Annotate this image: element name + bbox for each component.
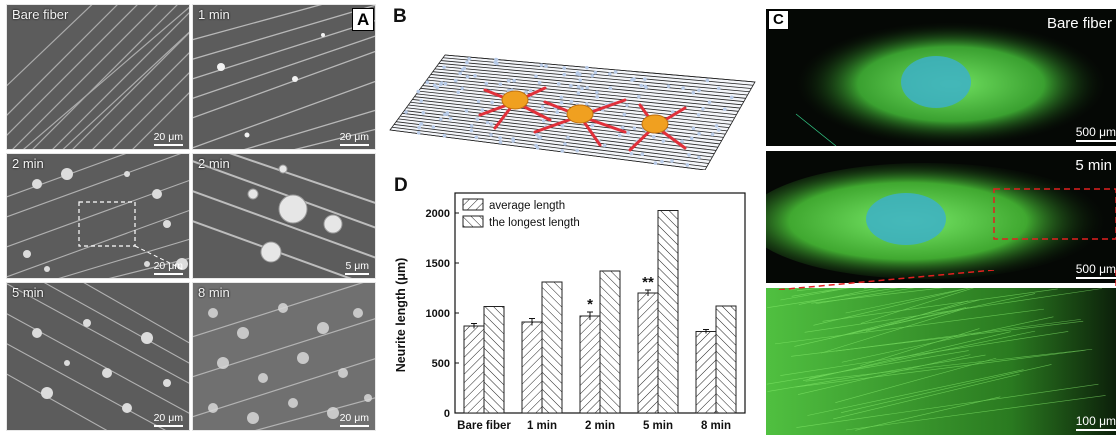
sem-label: Bare fiber: [12, 7, 69, 22]
sem-label: 2 min: [198, 156, 230, 171]
x-tick-label: 8 min: [701, 420, 731, 432]
fluo-label: 5 min: [1075, 157, 1112, 174]
bar-longest: [657, 210, 679, 414]
panel-letter-b: B: [393, 6, 407, 27]
sem-label: 5 min: [12, 285, 44, 300]
scale-text: 20 μm: [153, 260, 183, 272]
scale-text: 20 μm: [153, 131, 183, 143]
sem-label: 2 min: [12, 156, 44, 171]
sem-image-2-min: 2 min 20 μm: [6, 153, 190, 279]
bar-longest: [483, 306, 505, 414]
y-axis-label: Neurite length (μm): [394, 258, 408, 373]
scale-bar: 20 μm: [153, 412, 183, 427]
cell-fluorescence: [795, 22, 1106, 146]
sem-label: 1 min: [198, 7, 230, 22]
sem-image-bare-fiber: Bare fiber 20 μm: [6, 4, 190, 150]
bar-average: [695, 331, 717, 414]
scale-bar: 20 μm: [339, 131, 369, 146]
y-tick-label: 2000: [426, 208, 450, 220]
scale-bar: 100 μm: [1075, 414, 1116, 431]
sem-image-5-min: 5 min 20 μm: [6, 282, 190, 431]
x-tick-label: 5 min: [643, 420, 673, 432]
scale-text: 20 μm: [339, 412, 369, 424]
legend-entry: average length: [489, 200, 565, 212]
panel-letter-d: D: [394, 175, 408, 196]
fiber-texture: [7, 154, 189, 278]
scale-bar: 20 μm: [153, 131, 183, 146]
scale-text: 500 μm: [1075, 125, 1116, 139]
scale-bar: 5 μm: [345, 260, 369, 275]
y-tick-label: 1500: [426, 258, 450, 270]
scale-text: 500 μm: [1075, 262, 1116, 276]
x-tick-label: 2 min: [585, 420, 615, 432]
bar-average: [637, 292, 659, 414]
sem-image-1-min: 1 min 20 μm: [192, 4, 376, 150]
x-tick-label: Bare fiber: [457, 420, 511, 432]
bar-longest: [599, 270, 621, 414]
fluo-image-zoom: 100 μm: [766, 288, 1116, 435]
fiber-texture: [193, 154, 375, 278]
x-tick-label: 1 min: [527, 420, 557, 432]
legend-entry: the longest length: [489, 217, 580, 229]
schematic-illustration: [389, 54, 756, 170]
scale-text: 100 μm: [1075, 414, 1116, 428]
fiber-texture: [193, 5, 375, 149]
zoom-connector-lines: [775, 270, 1116, 290]
scale-bar: 500 μm: [1075, 125, 1116, 142]
fiber-texture: [7, 5, 189, 149]
panel-letter-c: C: [768, 10, 789, 30]
sem-label: 8 min: [198, 285, 230, 300]
scale-text: 20 μm: [339, 131, 369, 143]
fluo-label: Bare fiber: [1046, 15, 1112, 32]
significance-marker: *: [587, 296, 593, 313]
y-tick-label: 500: [432, 358, 450, 370]
y-tick-label: 1000: [426, 308, 450, 320]
scale-bar: 500 μm: [1075, 262, 1116, 279]
y-tick-label: 0: [444, 408, 450, 420]
scale-text: 5 μm: [345, 260, 369, 272]
panel-letter-a: A: [352, 8, 375, 31]
legend-swatch: [462, 215, 484, 228]
cell-fluorescence: [766, 163, 1116, 279]
sem-image-8-min: 8 min 20 μm: [192, 282, 376, 431]
bar-longest: [715, 305, 737, 414]
bar-average: [521, 321, 543, 414]
legend-swatch: [462, 198, 484, 211]
scale-bar: 20 μm: [153, 260, 183, 275]
bar-average: [463, 325, 485, 414]
scale-text: 20 μm: [153, 412, 183, 424]
sem-image-2-min-zoom: 2 min 5 μm: [192, 153, 376, 279]
scale-bar: 20 μm: [339, 412, 369, 427]
significance-marker: **: [642, 274, 654, 291]
fluo-image-bare-fiber: Bare fiber 500 μm: [766, 9, 1116, 146]
cell-fluorescence: [766, 288, 1116, 435]
fluo-image-5-min: 5 min 500 μm: [766, 151, 1116, 283]
bar-longest: [541, 281, 563, 414]
neurite-length-chart: Neurite length (μm) 0 500 1000 1500 2000 Bare…: [394, 192, 746, 432]
bar-average: [579, 315, 601, 414]
fiber-texture: [193, 283, 375, 430]
fiber-texture: [7, 283, 189, 430]
